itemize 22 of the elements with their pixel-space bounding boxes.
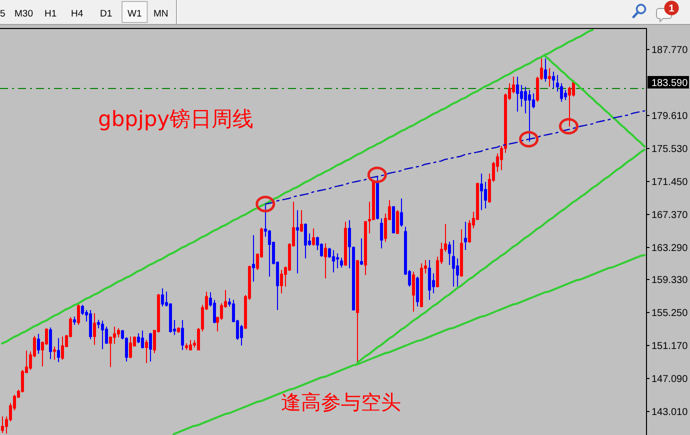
annotation: gbpjpy镑日周线: [98, 107, 254, 131]
text: H4: [71, 8, 84, 20]
text: H1: [44, 8, 57, 20]
y-tick-label: 151.170: [652, 341, 688, 352]
text: 1: [668, 4, 675, 14]
y-tick-label: 143.010: [652, 407, 688, 418]
text: 183.590: [652, 78, 688, 89]
y-tick-label: 187.770: [652, 45, 688, 56]
y-tick-label: 163.290: [652, 243, 688, 254]
annotation: 逢高参与空头: [281, 390, 401, 414]
y-tick-label: 175.530: [652, 144, 688, 155]
y-tick-label: 167.370: [652, 210, 688, 221]
y-tick-label: 155.250: [652, 308, 688, 319]
text: MN: [154, 8, 168, 20]
text: D1: [100, 8, 112, 20]
y-tick-label: 171.450: [652, 177, 688, 188]
text: 5: [0, 8, 6, 20]
y-tick-label: 179.610: [652, 111, 688, 122]
text: M30: [14, 8, 33, 20]
y-tick-label: 159.330: [652, 275, 688, 286]
text: W1: [128, 8, 142, 20]
y-tick-label: 147.090: [652, 374, 688, 385]
